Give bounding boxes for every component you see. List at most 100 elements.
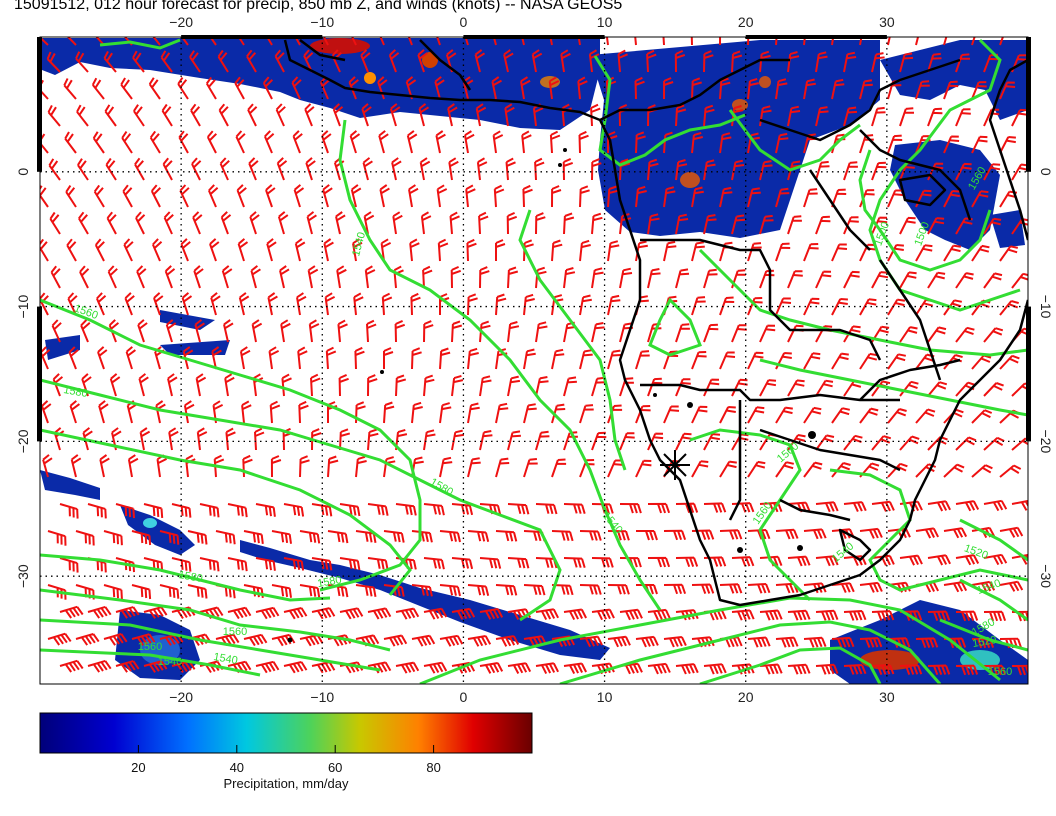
wind-barb	[423, 374, 435, 397]
wind-barb	[871, 610, 895, 621]
lon-tick-label-bottom: 30	[879, 689, 895, 705]
wind-barb	[759, 324, 776, 343]
wind-barb	[192, 211, 203, 235]
wind-barb	[336, 265, 347, 289]
wind-barb	[971, 135, 988, 154]
wind-barb	[535, 662, 559, 675]
wind-barb	[579, 239, 591, 262]
wind-barb	[351, 37, 357, 46]
wind-barb	[871, 500, 895, 512]
contour-labels: 1540 1560 1580 1580 1580 1560 1540 1540 1560 1540…	[62, 165, 1012, 678]
wind-barb	[803, 461, 823, 478]
wind-barb	[59, 605, 84, 619]
wind-barb	[423, 607, 448, 620]
wind-barb	[551, 635, 575, 648]
wind-barb	[899, 610, 923, 621]
wind-barb	[479, 503, 502, 515]
wind-barb	[69, 400, 80, 424]
wind-barb	[448, 157, 459, 181]
wind-barb	[703, 159, 716, 181]
wind-barb	[52, 373, 64, 397]
wind-barb	[377, 76, 388, 100]
wind-barb	[759, 501, 783, 513]
wind-barb	[108, 319, 120, 343]
wind-barb	[78, 211, 89, 235]
wind-barb	[607, 294, 621, 316]
wind-barb	[775, 636, 799, 648]
wind-barb	[787, 609, 811, 621]
wind-barb	[162, 157, 173, 181]
wind-barb	[451, 607, 476, 620]
wind-barb	[531, 49, 543, 73]
wind-barb	[479, 662, 504, 674]
wind-barb	[504, 103, 515, 127]
wind-barb	[899, 326, 918, 343]
wind-barb	[607, 584, 630, 595]
wind-barb	[304, 103, 315, 127]
wind-barb	[215, 530, 236, 545]
wind-barb	[507, 662, 532, 674]
wind-barb	[535, 376, 549, 397]
wind-barb	[843, 501, 867, 513]
wind-barb	[355, 584, 377, 597]
wind-barb	[551, 530, 574, 542]
wind-barb	[1011, 272, 1028, 289]
wind-barb	[378, 130, 389, 154]
wind-barb	[507, 430, 521, 451]
wind-barb	[591, 212, 603, 235]
wind-barb	[103, 530, 123, 546]
wind-barb	[927, 554, 951, 566]
wind-barb	[815, 555, 839, 567]
frame-ticks	[37, 35, 1031, 442]
wind-barb	[339, 503, 361, 517]
wind-barb	[775, 352, 792, 370]
wind-barb	[297, 346, 308, 370]
wind-barb	[270, 455, 282, 478]
wind-barb	[803, 528, 827, 540]
wind-barb	[859, 527, 883, 539]
lon-tick-label-bottom: 0	[460, 689, 468, 705]
wind-barb	[305, 157, 316, 181]
wind-barb	[59, 557, 79, 573]
wind-barb	[47, 530, 67, 546]
colorbar-tick-label: 80	[426, 760, 441, 775]
wind-barb	[563, 662, 587, 675]
wind-barb	[534, 157, 545, 181]
wind-barb	[747, 37, 750, 46]
wind-barb	[577, 37, 581, 46]
wind-barb	[719, 186, 733, 208]
wind-barb	[551, 458, 567, 478]
wind-barb	[719, 351, 736, 370]
wind-barb	[522, 184, 533, 208]
wind-barb	[151, 238, 163, 262]
wind-barb	[411, 401, 423, 424]
wind-barb	[87, 503, 107, 519]
wind-barb	[563, 376, 577, 397]
wind-barb	[423, 661, 448, 674]
wind-barb	[492, 130, 504, 154]
wind-barb	[815, 663, 839, 675]
wind-barb	[187, 530, 208, 545]
wind-barb	[535, 430, 550, 451]
wind-barb	[719, 529, 743, 540]
wind-barb	[887, 244, 904, 262]
wind-barb	[635, 131, 646, 154]
wind-barb	[46, 51, 61, 73]
wind-barb	[121, 131, 133, 154]
wind-barb	[474, 49, 486, 73]
wind-barb	[383, 401, 395, 424]
wind-barb	[843, 664, 867, 675]
wind-barb	[220, 211, 232, 235]
wind-barb	[731, 105, 744, 127]
wind-barb	[423, 503, 445, 516]
wind-barb	[871, 554, 895, 566]
wind-barb	[106, 211, 117, 235]
wind-barb	[495, 239, 506, 261]
wind-barb	[207, 184, 219, 208]
wind-barb	[617, 49, 628, 73]
wind-barb	[467, 530, 490, 542]
wind-barb	[691, 131, 704, 154]
wind-barb	[495, 584, 518, 596]
wind-barb	[451, 661, 476, 674]
wind-barb	[591, 158, 602, 181]
